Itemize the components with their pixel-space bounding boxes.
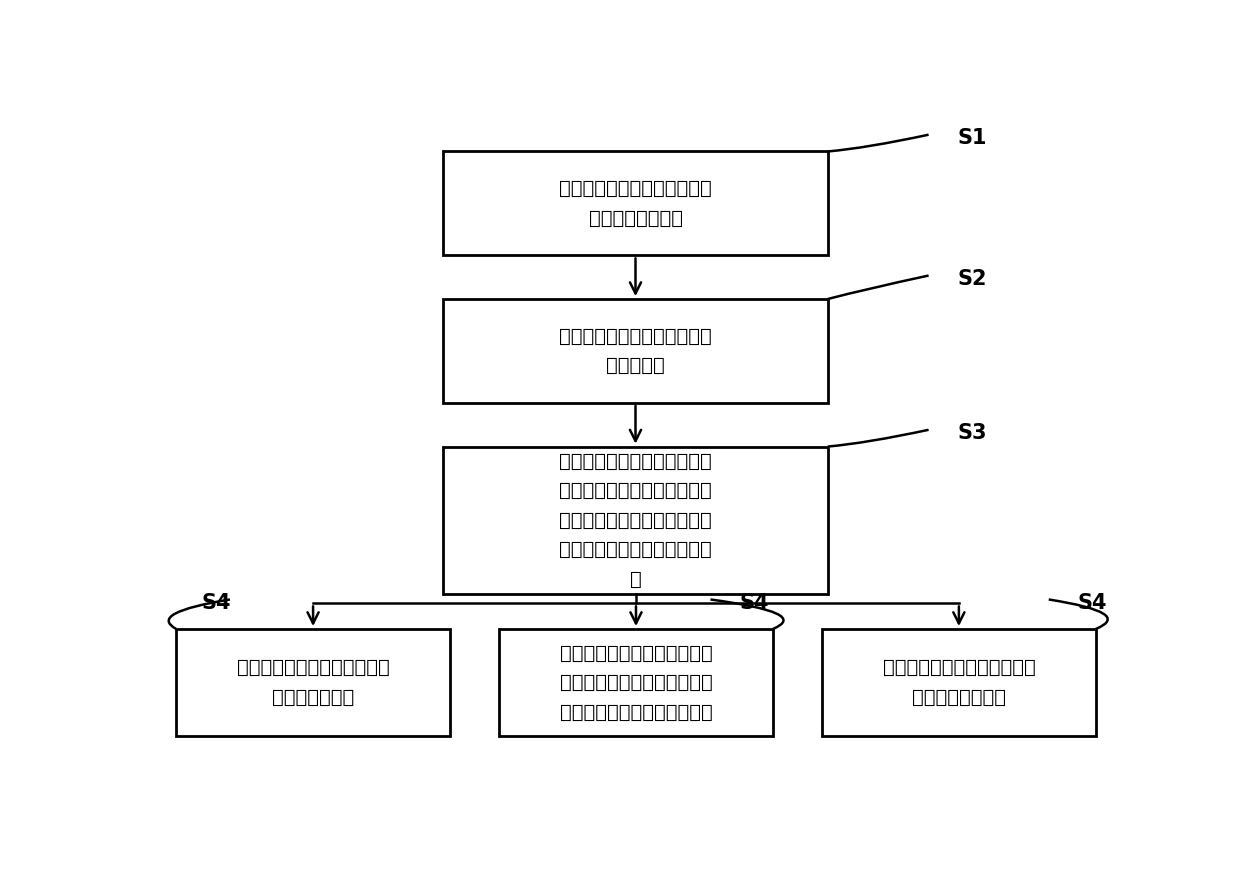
Text: 利用机械臂标定模块，对机械
臂进行标定: 利用机械臂标定模块，对机械 臂进行标定 <box>559 327 712 375</box>
Text: 激光控制模块根据示教杆与目
标工件的相对位姿，调整机械
臂与目标工件之间的相对位姿: 激光控制模块根据示教杆与目 标工件的相对位姿，调整机械 臂与目标工件之间的相对位… <box>559 644 712 722</box>
Text: S4: S4 <box>739 593 769 613</box>
Text: 示教杆开始设定机械臂的运动
路径，由计算机工作站处理所
得示教杆末端的空间姿态，以
及示教杆与目标工件的相对位
姿: 示教杆开始设定机械臂的运动 路径，由计算机工作站处理所 得示教杆末端的空间姿态，… <box>559 452 712 589</box>
Text: S3: S3 <box>957 423 987 443</box>
Bar <box>822 629 1096 736</box>
Text: S4: S4 <box>1078 593 1107 613</box>
Bar <box>444 447 828 594</box>
Bar <box>444 299 828 403</box>
Bar <box>444 152 828 255</box>
Bar <box>498 629 773 736</box>
Text: 通过显示屏对机械臂的运动过
程进行可视化显示: 通过显示屏对机械臂的运动过 程进行可视化显示 <box>883 658 1035 707</box>
Text: 搭建视觉捕捉，并标定摄像机
系统的空间坐标系: 搭建视觉捕捉，并标定摄像机 系统的空间坐标系 <box>559 179 712 227</box>
Text: S1: S1 <box>957 128 987 148</box>
Text: S2: S2 <box>957 269 987 289</box>
Text: S4: S4 <box>201 593 231 613</box>
Text: 机械臂控制模块对机械臂的运
动路径进行规划: 机械臂控制模块对机械臂的运 动路径进行规划 <box>237 658 389 707</box>
Bar <box>176 629 450 736</box>
